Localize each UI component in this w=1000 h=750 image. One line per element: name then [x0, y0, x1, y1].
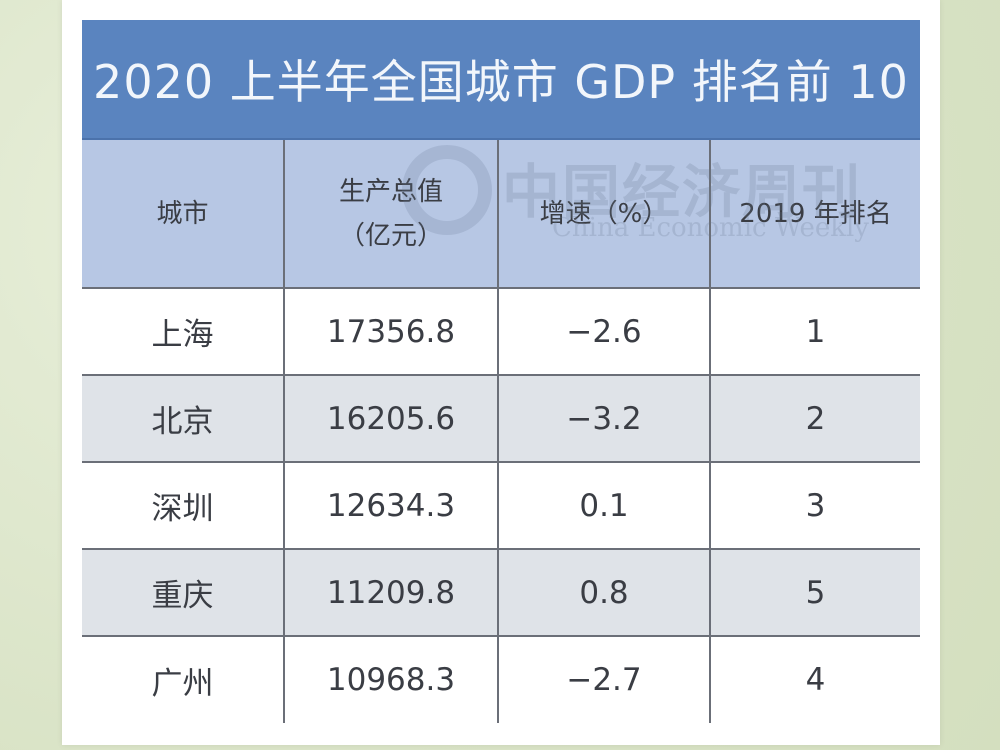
cell-growth: −2.6 [498, 288, 711, 375]
table-row: 北京 16205.6 −3.2 2 [82, 375, 920, 462]
table-row: 广州 10968.3 −2.7 4 [82, 636, 920, 723]
table-card: 2020 上半年全国城市 GDP 排名前 10 城市 生产总值 （亿元） 增速（… [62, 0, 940, 745]
header-gdp-unit: （亿元） [338, 220, 443, 251]
header-growth-label: 增速（%） [539, 198, 669, 229]
cell-rank: 3 [805, 487, 826, 524]
cell-gdp: 16205.6 [284, 375, 499, 462]
cell-city: 深圳 [82, 462, 285, 549]
cell-gdp: 10968.3 [284, 636, 499, 723]
cell-rank: 1 [805, 313, 826, 350]
cell-rank: 5 [805, 574, 826, 611]
header-city-label: 城市 [156, 198, 209, 229]
cell-rank: 2 [805, 400, 826, 437]
cell-growth: −2.7 [498, 636, 711, 723]
table-row: 重庆 11209.8 0.8 5 [82, 549, 920, 636]
header-row: 城市 生产总值 （亿元） 增速（%） 2019 年排名 [82, 140, 920, 288]
table-row: 深圳 12634.3 0.1 3 [82, 462, 920, 549]
cell-city: 上海 [82, 288, 285, 375]
header-growth: 增速（%） [498, 140, 711, 288]
cell-growth: 0.8 [498, 549, 711, 636]
page-title: 2020 上半年全国城市 GDP 排名前 10 [93, 55, 909, 109]
header-rank: 2019 年排名 [710, 140, 920, 288]
cell-rank: 4 [805, 662, 826, 698]
cell-growth: −3.2 [498, 375, 711, 462]
cell-city: 广州 [82, 636, 285, 723]
cell-city: 重庆 [82, 549, 285, 636]
cell-city: 北京 [82, 375, 285, 462]
cell-gdp: 17356.8 [284, 288, 499, 375]
title-bar: 2020 上半年全国城市 GDP 排名前 10 [82, 20, 920, 140]
header-gdp-label: 生产总值 [338, 176, 443, 207]
header-city: 城市 [82, 140, 285, 288]
header-gdp: 生产总值 （亿元） [284, 140, 499, 288]
table-row: 上海 17356.8 −2.6 1 [82, 288, 920, 375]
cell-gdp: 12634.3 [284, 462, 499, 549]
gdp-table: 城市 生产总值 （亿元） 增速（%） 2019 年排名 上海 17356.8 −… [82, 140, 920, 723]
cell-growth: 0.1 [498, 462, 711, 549]
cell-gdp: 11209.8 [284, 549, 499, 636]
header-rank-label: 2019 年排名 [739, 198, 892, 229]
